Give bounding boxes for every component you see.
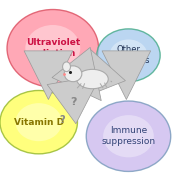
Ellipse shape: [86, 101, 171, 171]
Ellipse shape: [0, 90, 77, 154]
Ellipse shape: [97, 29, 160, 82]
Ellipse shape: [63, 62, 70, 72]
Ellipse shape: [15, 103, 62, 141]
FancyArrowPatch shape: [111, 81, 112, 82]
Ellipse shape: [64, 66, 82, 82]
Ellipse shape: [77, 69, 108, 89]
Ellipse shape: [103, 115, 154, 157]
Text: Vitamin D: Vitamin D: [14, 118, 64, 127]
Text: Ultraviolet
radiation: Ultraviolet radiation: [26, 38, 80, 58]
Text: Immune
suppression: Immune suppression: [101, 126, 156, 146]
Text: ?: ?: [70, 97, 76, 107]
Ellipse shape: [25, 25, 80, 71]
Text: Other
mediators: Other mediators: [107, 45, 150, 65]
Ellipse shape: [109, 39, 147, 71]
Ellipse shape: [7, 10, 99, 87]
Text: ?: ?: [60, 114, 65, 124]
